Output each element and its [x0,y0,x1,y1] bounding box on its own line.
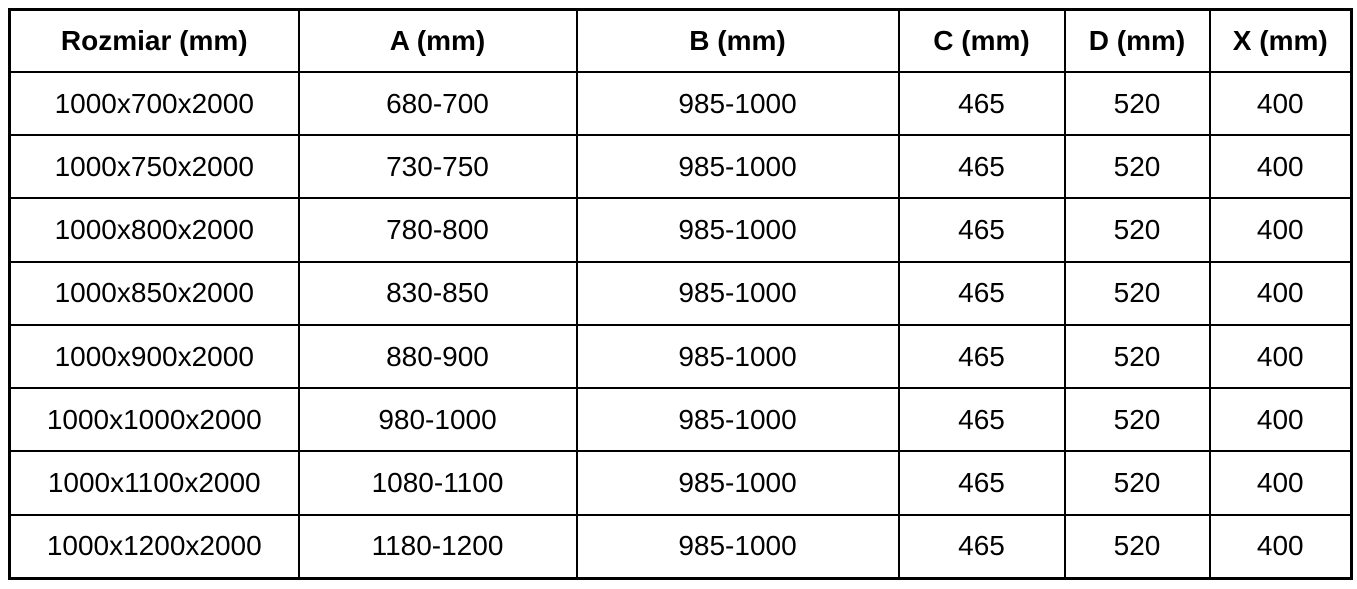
table-cell: 465 [897,70,1066,137]
table-cell: 780-800 [297,197,578,263]
table-cell: 985-1000 [575,260,900,326]
table-cell: 985-1000 [575,387,900,453]
table-cell: 520 [1063,513,1211,580]
table-row: 1000x750x2000 730-750 985-1000 465 520 400 [8,134,1353,200]
table-cell: 1080-1100 [297,450,578,516]
table-body: 1000x700x2000 680-700 985-1000 465 520 400 100… [8,70,1353,580]
table-cell: 985-1000 [575,197,900,263]
column-header: A (mm) [297,8,578,73]
table-cell: 1000x700x2000 [8,70,300,137]
table-cell: 465 [897,260,1066,326]
table-cell: 1180-1200 [297,513,578,580]
column-header: C (mm) [897,8,1066,73]
table-row: 1000x800x2000 780-800 985-1000 465 520 400 [8,197,1353,263]
table-cell: 465 [897,323,1066,390]
table-cell: 1000x900x2000 [8,323,300,390]
table-cell: 465 [897,134,1066,200]
table-cell: 520 [1063,134,1211,200]
table-row: 1000x1000x2000 980-1000 985-1000 465 520 400 [8,387,1353,453]
table-cell: 985-1000 [575,323,900,390]
column-header: B (mm) [575,8,900,73]
table-cell: 400 [1208,387,1353,453]
table-cell: 400 [1208,197,1353,263]
table-cell: 520 [1063,70,1211,137]
table-cell: 985-1000 [575,70,900,137]
table-cell: 1000x1200x2000 [8,513,300,580]
table-row: 1000x1200x2000 1180-1200 985-1000 465 520 400 [8,513,1353,580]
table-row: 1000x700x2000 680-700 985-1000 465 520 400 [8,70,1353,137]
table-cell: 985-1000 [575,450,900,516]
table-cell: 980-1000 [297,387,578,453]
table-cell: 830-850 [297,260,578,326]
table-row: 1000x1100x2000 1080-1100 985-1000 465 520 400 [8,450,1353,516]
table-cell: 1000x1000x2000 [8,387,300,453]
table-cell: 680-700 [297,70,578,137]
table-cell: 1000x1100x2000 [8,450,300,516]
column-header: Rozmiar (mm) [8,8,300,73]
table-cell: 400 [1208,450,1353,516]
table-cell: 730-750 [297,134,578,200]
table-cell: 465 [897,450,1066,516]
table-cell: 400 [1208,260,1353,326]
table-cell: 880-900 [297,323,578,390]
table-cell: 1000x750x2000 [8,134,300,200]
table-cell: 985-1000 [575,513,900,580]
table-cell: 520 [1063,260,1211,326]
table-cell: 985-1000 [575,134,900,200]
table-cell: 465 [897,197,1066,263]
table-cell: 520 [1063,387,1211,453]
table-cell: 400 [1208,70,1353,137]
table-cell: 1000x800x2000 [8,197,300,263]
table-cell: 400 [1208,323,1353,390]
table-cell: 520 [1063,323,1211,390]
table-cell: 400 [1208,513,1353,580]
column-header: X (mm) [1208,8,1353,73]
header-row: Rozmiar (mm) A (mm) B (mm) C (mm) D (mm) X (m… [8,8,1353,73]
dimensions-table: Rozmiar (mm) A (mm) B (mm) C (mm) D (mm) X (m… [8,8,1353,580]
table-row: 1000x850x2000 830-850 985-1000 465 520 400 [8,260,1353,326]
table-cell: 520 [1063,450,1211,516]
table-cell: 400 [1208,134,1353,200]
table-cell: 520 [1063,197,1211,263]
table-row: 1000x900x2000 880-900 985-1000 465 520 400 [8,323,1353,390]
column-header: D (mm) [1063,8,1211,73]
table-cell: 465 [897,513,1066,580]
table-cell: 1000x850x2000 [8,260,300,326]
table-cell: 465 [897,387,1066,453]
